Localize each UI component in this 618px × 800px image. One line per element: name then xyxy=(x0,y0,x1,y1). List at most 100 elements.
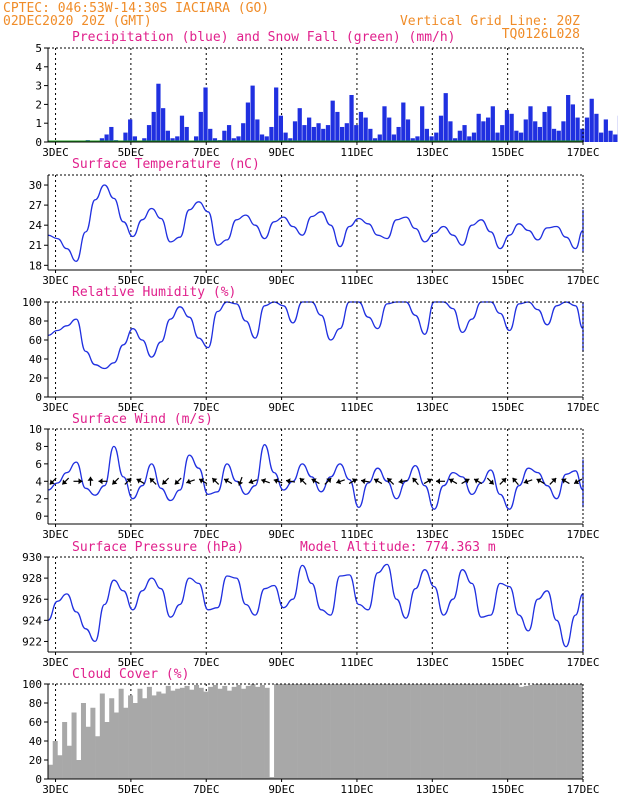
precip-bar xyxy=(198,111,203,142)
precip-bar xyxy=(241,123,246,142)
cloud-area-column xyxy=(179,687,185,779)
wind-arrow-head xyxy=(536,478,542,484)
humidity-xtick-label: 15DEC xyxy=(491,401,524,414)
wind-ytick-label: 0 xyxy=(35,510,42,523)
wind-arrow-head xyxy=(488,479,494,485)
precip-bar xyxy=(547,106,552,142)
pressure-ytick-label: 928 xyxy=(22,572,42,585)
cloud-xtick-label: 11DEC xyxy=(340,783,373,796)
precip-bar xyxy=(424,128,429,142)
cloud-area-column xyxy=(396,684,402,779)
precip-bar xyxy=(453,138,458,142)
cloud-area-column xyxy=(372,684,378,779)
cloud-area-column xyxy=(189,689,195,779)
precip-bar xyxy=(485,117,491,142)
wind-arrow-head xyxy=(501,478,507,484)
precip-bar xyxy=(255,119,260,142)
precip-bar xyxy=(561,121,566,142)
precip-bar xyxy=(349,95,354,142)
cloud-xtick-label: 7DEC xyxy=(193,783,220,796)
precip-bar xyxy=(580,128,585,142)
humidity-xtick-label: 9DEC xyxy=(268,401,295,414)
precip-bar xyxy=(269,126,274,142)
cloud-area-column xyxy=(528,684,534,779)
temperature-xtick-label: 11DEC xyxy=(340,274,373,287)
cloud-area-column xyxy=(542,684,548,779)
precip-bar xyxy=(316,123,321,142)
precip-bar xyxy=(264,136,269,142)
precip-xtick-label: 15DEC xyxy=(491,146,524,159)
wind-arrow-head xyxy=(523,478,529,485)
precip-bar xyxy=(184,126,189,142)
precip-bar xyxy=(542,111,547,142)
cloud-area-column xyxy=(368,684,374,779)
cloud-area-column xyxy=(90,707,96,779)
precip-bar xyxy=(613,134,618,142)
pressure-xtick-label: 17DEC xyxy=(566,656,599,669)
precip-bar xyxy=(335,111,340,142)
cloud-area-column xyxy=(377,684,383,779)
cloud-area-column xyxy=(344,684,350,779)
wind-arrow-head xyxy=(149,478,155,484)
precip-bar xyxy=(589,98,594,142)
precip-bar xyxy=(363,117,368,142)
cloud-ytick-label: 20 xyxy=(29,754,42,767)
precip-bar xyxy=(490,106,495,142)
wind-arrow-head xyxy=(336,478,342,485)
precip-bar xyxy=(500,125,505,142)
precip-bar xyxy=(608,130,613,142)
temperature-xtick-label: 15DEC xyxy=(491,274,524,287)
pressure-xtick-label: 13DEC xyxy=(416,656,449,669)
precip-bar xyxy=(151,111,156,142)
cloud-area-column xyxy=(264,687,270,779)
precip-xtick-label: 11DEC xyxy=(340,146,373,159)
wind-arrow-head xyxy=(212,478,218,484)
wind-arrow-head xyxy=(551,478,557,484)
wind-arrow xyxy=(174,477,182,485)
cloud-ytick-label: 80 xyxy=(29,697,42,710)
precip-bar xyxy=(462,125,467,142)
cloud-area-column xyxy=(471,684,477,779)
pressure-xtick-label: 15DEC xyxy=(491,656,524,669)
precip-bar xyxy=(283,132,288,142)
wind-arrow-head xyxy=(87,476,94,481)
precip-bar xyxy=(551,128,557,142)
precip-bar xyxy=(297,108,302,142)
humidity-ytick-label: 20 xyxy=(29,372,42,385)
cloud-area-column xyxy=(514,684,520,779)
precip-bar xyxy=(208,128,213,142)
cloud-area-column xyxy=(71,712,77,779)
precip-bar xyxy=(358,111,364,142)
wind-panel-title: Surface Wind (m/s) xyxy=(72,412,213,427)
humidity-xtick-label: 17DEC xyxy=(566,401,599,414)
cloud-area-column xyxy=(104,722,110,779)
wind-arrow xyxy=(98,478,108,485)
cloud-area-column xyxy=(222,685,228,779)
pressure-ytick-label: 924 xyxy=(22,614,42,627)
precip-bar xyxy=(570,104,575,142)
precip-bar xyxy=(537,126,543,142)
precip-bar xyxy=(377,134,382,142)
precip-bar xyxy=(476,113,481,142)
wind-ytick-label: 8 xyxy=(35,440,42,453)
cloud-area-column xyxy=(335,684,341,779)
precip-bar xyxy=(405,119,411,142)
cloud-area-column xyxy=(580,684,583,779)
wind-ytick-label: 6 xyxy=(35,458,42,471)
cloud-area-column xyxy=(547,684,553,779)
precip-bar xyxy=(250,85,255,142)
precip-bar xyxy=(302,125,307,142)
precip-bar xyxy=(481,121,486,142)
precip-bar xyxy=(415,136,420,142)
precip-bar xyxy=(292,121,298,142)
cloud-area-column xyxy=(208,686,214,779)
cloud-area-column xyxy=(537,684,543,779)
pressure-ytick-label: 930 xyxy=(22,551,42,564)
wind-arrow-head xyxy=(464,478,470,484)
wind-arrow xyxy=(285,478,296,485)
wind-arrow-head xyxy=(426,478,432,484)
temperature-xtick-label: 5DEC xyxy=(118,274,145,287)
cloud-area-column xyxy=(349,684,355,779)
precip-bar xyxy=(259,134,265,142)
temperature-xtick-label: 3DEC xyxy=(42,274,69,287)
